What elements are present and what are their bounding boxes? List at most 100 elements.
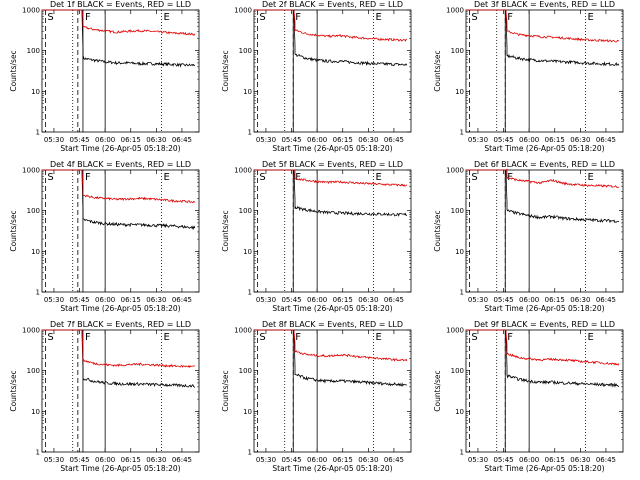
panel-title: Det 7f BLACK = Events, RED = LLD [50,320,191,329]
marker-label-F: F [85,332,91,343]
series-line-lld [254,169,408,187]
x-tick-label: 05:45 [69,296,89,304]
y-tick-label: 100 [239,367,252,375]
y-tick-label: 1 [36,289,40,297]
x-tick-label: 06:45 [384,456,404,464]
marker-label-E: E [375,12,381,23]
x-axis-label: Start Time (26-Apr-05 05:18:20) [484,144,604,153]
x-tick-label: 05:45 [281,296,301,304]
plot-frame [465,9,624,133]
panel-det-6: Det 6f BLACK = Events, RED = LLD 1 10 100 10… [433,160,624,313]
y-tick-label: 100 [239,47,252,55]
x-tick-label: 06:45 [172,296,192,304]
marker-label-S: S [471,12,477,23]
series-line-events [42,329,196,388]
x-tick-label: 06:00 [95,456,115,464]
marker-label-E: E [375,332,381,343]
series-line-lld [466,329,620,366]
y-tick-label: 100 [451,207,464,215]
x-tick-label: 06:00 [519,456,539,464]
panel-title: Det 5f BLACK = Events, RED = LLD [262,160,403,169]
y-axis-label: Counts/sec [221,370,230,411]
panel-det-5: Det 5f BLACK = Events, RED = LLD 1 10 100 10… [221,160,412,313]
x-tick-label: 05:45 [69,136,89,144]
x-tick-label: 06:00 [519,136,539,144]
x-tick-label: 05:30 [44,296,64,304]
x-tick-label: 05:45 [493,296,513,304]
marker-label-S: S [471,332,477,343]
x-tick-label: 06:45 [384,136,404,144]
x-tick-label: 06:00 [95,136,115,144]
y-tick-label: 1000 [234,7,252,15]
series-line-lld [42,329,196,368]
series-line-lld [254,329,408,362]
y-axis-label: Counts/sec [221,50,230,91]
series-line-events [42,9,196,68]
x-tick-label: 06:00 [95,296,115,304]
x-tick-label: 05:30 [468,456,488,464]
marker-label-F: F [85,172,91,183]
panel-title: Det 6f BLACK = Events, RED = LLD [474,160,615,169]
y-tick-label: 1000 [446,7,464,15]
y-tick-label: 1 [36,129,40,137]
y-tick-label: 1000 [22,7,40,15]
x-tick-label: 06:45 [172,456,192,464]
series-line-lld [42,169,196,204]
x-tick-label: 06:30 [146,296,166,304]
marker-label-S: S [47,172,53,183]
x-axis-label: Start Time (26-Apr-05 05:18:20) [60,304,180,313]
x-tick-label: 06:30 [146,136,166,144]
series-line-events [254,329,408,387]
x-tick-label: 06:45 [384,296,404,304]
y-tick-label: 100 [27,207,40,215]
plot-frame [41,329,200,453]
marker-label-S: S [259,172,265,183]
x-tick-label: 06:00 [519,296,539,304]
panel-title: Det 9f BLACK = Events, RED = LLD [474,320,615,329]
x-tick-label: 05:30 [468,296,488,304]
x-tick-label: 06:15 [333,296,353,304]
marker-label-E: E [163,12,169,23]
marker-label-F: F [507,12,513,23]
x-tick-label: 06:15 [121,296,141,304]
y-tick-label: 1000 [234,167,252,175]
x-tick-label: 06:30 [570,456,590,464]
marker-label-E: E [163,172,169,183]
y-tick-label: 10 [243,248,252,256]
series-line-lld [466,168,619,188]
marker-label-S: S [259,12,265,23]
x-tick-label: 06:45 [596,456,616,464]
x-axis-label: Start Time (26-Apr-05 05:18:20) [60,464,180,473]
y-axis-label: Counts/sec [433,370,442,411]
plot-frame [253,9,412,133]
x-tick-label: 06:15 [545,136,565,144]
y-axis-label: Counts/sec [221,210,230,251]
x-tick-label: 06:45 [172,136,192,144]
x-tick-label: 06:30 [146,456,166,464]
x-tick-label: 06:30 [570,136,590,144]
series-line-lld [254,9,407,42]
panel-det-8: Det 8f BLACK = Events, RED = LLD 1 10 100 10… [221,320,412,473]
series-line-events [254,169,408,217]
marker-label-S: S [47,12,53,23]
marker-label-F: F [295,332,301,343]
y-tick-label: 1000 [234,327,252,335]
y-tick-label: 1 [460,129,464,137]
x-tick-label: 06:45 [596,296,616,304]
x-tick-label: 05:45 [281,136,301,144]
plot-frame [253,169,412,293]
y-tick-label: 10 [31,88,40,96]
y-axis-label: Counts/sec [9,370,18,411]
x-tick-label: 05:45 [493,456,513,464]
marker-label-E: E [163,332,169,343]
series-line-events [254,9,408,67]
x-tick-label: 06:15 [121,136,141,144]
x-tick-label: 05:30 [256,456,276,464]
y-tick-label: 10 [455,408,464,416]
series-line-events [42,169,196,230]
y-tick-label: 10 [31,248,40,256]
marker-label-E: E [587,332,593,343]
y-tick-label: 1000 [446,167,464,175]
panel-det-2: Det 2f BLACK = Events, RED = LLD 1 10 100 10… [221,0,412,153]
panel-title: Det 1f BLACK = Events, RED = LLD [50,0,191,9]
